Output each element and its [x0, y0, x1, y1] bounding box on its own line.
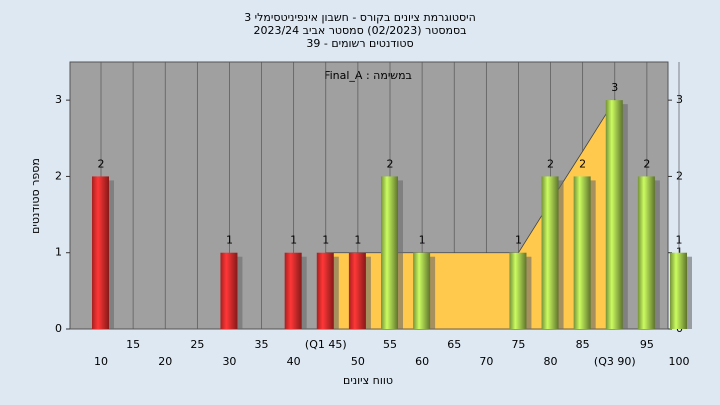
y-axis-label: מספר סטודנטים [29, 158, 42, 234]
y-tick-label: 2 [55, 169, 62, 182]
bar [92, 176, 109, 329]
bar [220, 252, 238, 329]
y-tick-label: 3 [55, 93, 62, 106]
x-tick-label: (Q3 90) [594, 355, 636, 368]
x-tick-label: 20 [158, 355, 172, 368]
x-axis-label: טווח ציונים [343, 374, 393, 387]
data-label: 3 [611, 81, 618, 94]
chart-title: סטודנטים רשומים - 39 [306, 37, 413, 50]
data-label: 2 [579, 157, 586, 170]
bar [381, 176, 398, 329]
x-tick-label: 85 [576, 338, 590, 351]
chart-title: היסטוגרמת ציונים בקורס - חשבון אינפיניטס… [244, 11, 476, 24]
data-label: 2 [547, 157, 554, 170]
data-label: 1 [322, 234, 329, 247]
data-label: 1 [226, 234, 233, 247]
bar [541, 176, 559, 329]
x-tick-label: 30 [222, 355, 236, 368]
data-label: 2 [643, 157, 650, 170]
data-label: 1 [676, 234, 683, 247]
y-tick-label: 0 [55, 322, 62, 335]
bar [605, 100, 623, 330]
x-tick-label: 65 [447, 338, 461, 351]
bar [284, 252, 302, 329]
x-tick-label: 60 [415, 355, 429, 368]
chart-title: בסמסטר (02/2023) סמסטר אביב 2023/24 [253, 24, 466, 37]
bar [637, 176, 655, 329]
bar [316, 252, 334, 329]
bar [348, 252, 366, 329]
y2-tick-label: 3 [676, 93, 683, 106]
y2-tick-label: 1 [676, 246, 683, 259]
data-label: 1 [354, 234, 361, 247]
annotation: במשימה : Final_A [324, 69, 412, 82]
x-tick-label: 35 [255, 338, 269, 351]
x-tick-label: 100 [669, 355, 690, 368]
x-tick-label: 80 [544, 355, 558, 368]
y-tick-label: 1 [55, 246, 62, 259]
x-tick-label: 10 [94, 355, 108, 368]
x-tick-label: (Q1 45) [305, 338, 347, 351]
x-tick-label: 40 [287, 355, 301, 368]
y2-tick-label: 2 [676, 169, 683, 182]
x-tick-label: 55 [383, 338, 397, 351]
x-tick-label: 95 [640, 338, 654, 351]
data-label: 2 [98, 157, 105, 170]
x-tick-label: 15 [126, 338, 140, 351]
x-tick-label: 75 [511, 338, 525, 351]
data-label: 2 [387, 157, 394, 170]
bar [670, 252, 687, 329]
x-tick-label: 70 [479, 355, 493, 368]
x-tick-label: 25 [190, 338, 204, 351]
bar [573, 176, 591, 329]
data-label: 1 [290, 234, 297, 247]
data-label: 1 [419, 234, 426, 247]
bar [509, 252, 527, 329]
data-label: 1 [515, 234, 522, 247]
x-tick-label: 50 [351, 355, 365, 368]
bar [413, 252, 431, 329]
